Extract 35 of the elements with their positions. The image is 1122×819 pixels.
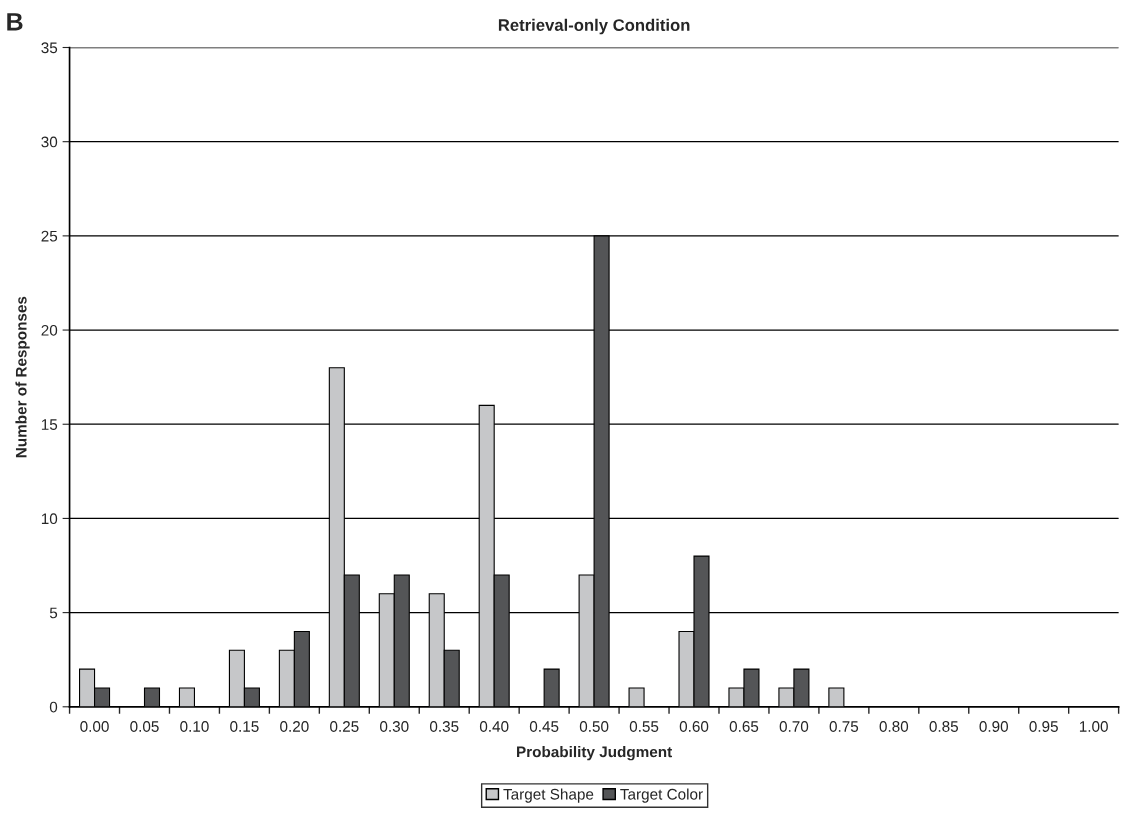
x-tick-label: 0.50 — [579, 721, 609, 732]
x-tick-label: 0.40 — [479, 721, 509, 732]
legend-label: Target Color — [620, 788, 703, 803]
legend-label: Target Shape — [503, 788, 594, 803]
y-tick-label: 25 — [41, 230, 58, 242]
x-tick-label: 0.65 — [729, 721, 759, 732]
x-tick-label: 0.60 — [679, 721, 709, 732]
x-tick-label: 1.00 — [1079, 721, 1108, 732]
x-tick-label: 0.05 — [130, 721, 159, 732]
x-tick-label: 0.75 — [829, 721, 859, 732]
x-tick-label: 0.80 — [879, 721, 909, 732]
x-tick-label: 0.30 — [380, 721, 409, 732]
x-axis-title: Probability Judgment — [517, 746, 673, 761]
text: B — [7, 13, 23, 31]
x-tick-label: 0.20 — [280, 721, 309, 732]
y-tick-label: 10 — [41, 513, 58, 525]
y-tick-label: 5 — [49, 607, 58, 619]
x-tick-label: 0.45 — [529, 721, 559, 732]
x-tick-label: 0.55 — [629, 721, 659, 732]
y-tick-label: 20 — [41, 324, 58, 336]
x-tick-label: 0.95 — [1029, 721, 1058, 732]
chart-title: Retrieval-only Condition — [498, 18, 690, 35]
y-tick-label: 30 — [41, 136, 58, 148]
y-tick-label: 15 — [41, 419, 58, 430]
x-tick-label: 0.35 — [429, 721, 459, 732]
x-tick-label: 0.70 — [779, 721, 809, 732]
x-tick-label: 0.15 — [230, 721, 259, 732]
y-axis-title: Number of Responses — [15, 296, 30, 458]
x-tick-label: 0.00 — [80, 721, 109, 732]
y-tick-label: 35 — [41, 42, 58, 54]
x-tick-label: 0.85 — [929, 721, 959, 732]
x-tick-label: 0.25 — [330, 721, 359, 732]
y-tick-label: 0 — [49, 701, 58, 713]
x-tick-label: 0.10 — [180, 721, 209, 732]
x-tick-label: 0.90 — [979, 721, 1009, 732]
